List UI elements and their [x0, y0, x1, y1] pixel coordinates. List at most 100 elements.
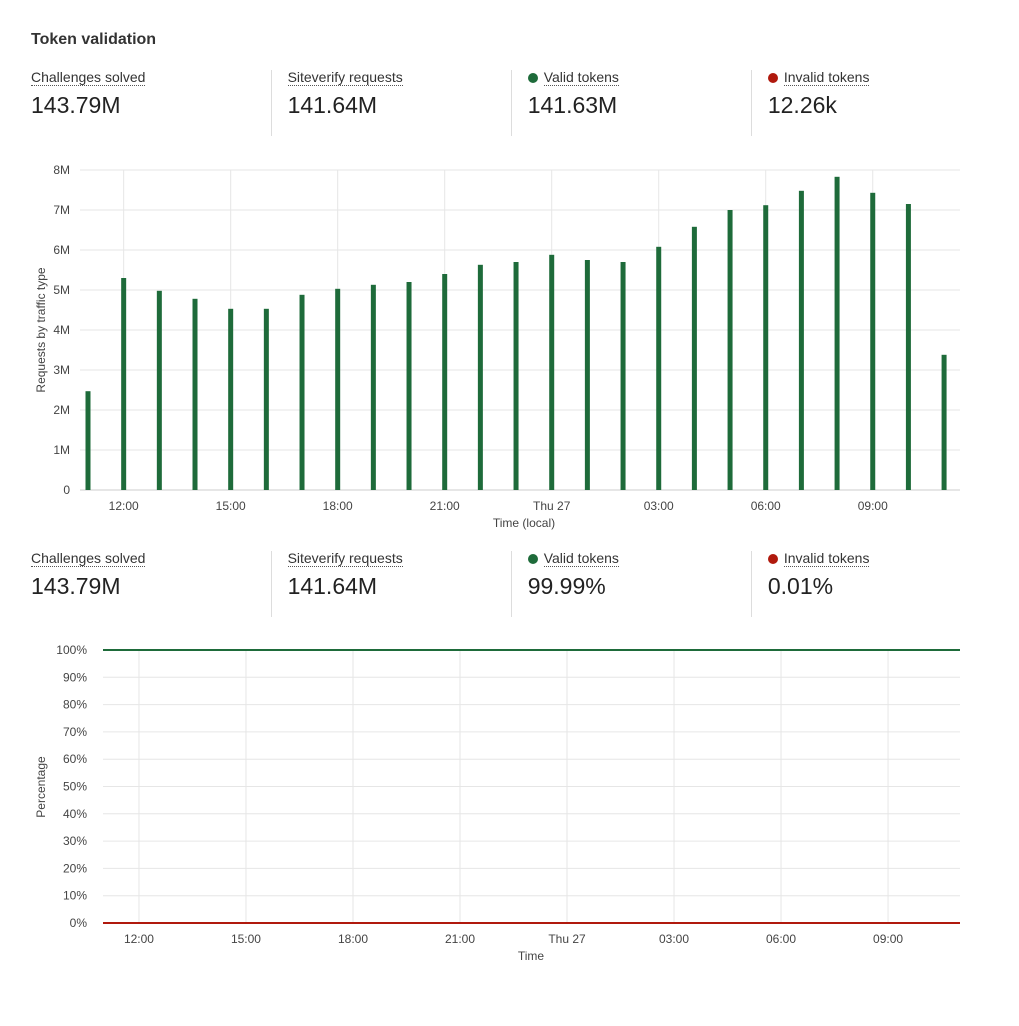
y-tick-label: 5M: [53, 283, 70, 297]
bar: [549, 254, 555, 490]
stat-label[interactable]: Invalid tokens: [767, 550, 991, 567]
x-tick-label: 18:00: [323, 499, 353, 513]
stat-label[interactable]: Valid tokens: [527, 69, 751, 86]
x-axis-label: Time: [518, 949, 545, 963]
x-tick-label: 21:00: [430, 499, 460, 513]
stat-label-text: Challenges solved: [31, 550, 146, 567]
x-tick-label: 09:00: [858, 499, 888, 513]
bar: [834, 176, 840, 491]
y-tick-label: 0: [63, 483, 70, 497]
stat-valid-tokens: Valid tokens 141.63M: [510, 69, 751, 136]
y-tick-label: 7M: [53, 203, 70, 217]
bar: [941, 354, 947, 490]
stat-value: 12.26k: [767, 92, 837, 118]
bar: [477, 264, 483, 490]
x-tick-label: 06:00: [751, 499, 781, 513]
y-tick-label: 100%: [56, 643, 87, 657]
bar: [442, 274, 448, 490]
bar: [85, 391, 91, 490]
stat-value: 141.64M: [287, 92, 378, 118]
y-tick-label: 1M: [53, 443, 70, 457]
bar: [513, 262, 519, 490]
stat-value: 141.64M: [287, 573, 378, 599]
bar: [299, 294, 305, 490]
bar: [691, 226, 697, 491]
y-axis-label: Percentage: [34, 756, 48, 818]
bar: [798, 190, 804, 491]
bar: [870, 192, 876, 491]
bar: [228, 308, 234, 490]
bar: [656, 246, 662, 490]
panel-title: Token validation: [31, 31, 157, 48]
y-tick-label: 40%: [63, 807, 87, 821]
stat-value: 0.01%: [767, 573, 834, 599]
stat-label[interactable]: Challenges solved: [31, 70, 271, 86]
bar: [727, 210, 733, 490]
x-tick-label: 03:00: [644, 499, 674, 513]
stats-row-bottom: Challenges solved 143.79M Siteverify reque…: [31, 551, 991, 617]
stat-label-text: Invalid tokens: [783, 69, 870, 86]
bar: [156, 290, 162, 490]
stat-value: 143.79M: [31, 92, 121, 118]
stat-label[interactable]: Valid tokens: [527, 550, 751, 567]
y-tick-label: 3M: [53, 363, 70, 377]
y-tick-label: 80%: [63, 698, 87, 712]
stat-label-text: Challenges solved: [31, 69, 146, 86]
bar: [406, 282, 412, 490]
x-tick-label: 12:00: [109, 499, 139, 513]
stat-label-text: Valid tokens: [543, 69, 619, 86]
x-tick-label: 21:00: [445, 932, 475, 946]
y-tick-label: 60%: [63, 752, 87, 766]
y-tick-label: 90%: [63, 670, 87, 684]
x-axis-label: Time (local): [493, 516, 555, 530]
legend-dot-icon: [767, 73, 778, 83]
stat-valid-tokens: Valid tokens 99.99%: [510, 550, 751, 617]
stat-label[interactable]: Challenges solved: [31, 551, 271, 567]
stat-label-text: Valid tokens: [543, 550, 619, 567]
bar: [763, 205, 769, 490]
bar: [370, 284, 376, 490]
stat-label[interactable]: Siteverify requests: [287, 550, 511, 567]
stat-label-text: Siteverify requests: [287, 550, 403, 567]
y-tick-label: 30%: [63, 834, 87, 848]
y-tick-label: 0%: [70, 916, 88, 930]
y-tick-label: 6M: [53, 243, 70, 257]
y-tick-label: 4M: [53, 323, 70, 337]
y-tick-label: 70%: [63, 725, 87, 739]
bar: [192, 298, 198, 490]
x-tick-label: 12:00: [124, 932, 154, 946]
y-axis-label: Requests by traffic type: [34, 267, 48, 393]
bar: [121, 278, 127, 490]
stat-challenges-solved: Challenges solved 143.79M: [31, 70, 271, 136]
x-tick-label: 03:00: [659, 932, 689, 946]
stat-value: 99.99%: [527, 573, 606, 599]
bar: [620, 262, 626, 490]
stat-invalid-tokens: Invalid tokens 0.01%: [750, 550, 991, 617]
y-tick-label: 20%: [63, 861, 87, 875]
stats-row-top: Challenges solved 143.79M Siteverify reque…: [31, 70, 991, 136]
bar: [905, 204, 911, 490]
x-tick-label: 15:00: [231, 932, 261, 946]
stat-label-text: Invalid tokens: [783, 550, 870, 567]
x-tick-label: Thu 27: [533, 499, 571, 513]
stat-label[interactable]: Invalid tokens: [767, 69, 991, 86]
legend-dot-icon: [527, 73, 538, 83]
x-tick-label: Thu 27: [548, 932, 586, 946]
bar-chart: 0 1M 2M 3M 4M 5M 6M 7M 8M 12:00 15:00 18:00 21:00 Thu…: [34, 163, 960, 530]
bar: [263, 308, 269, 490]
stat-challenges-solved: Challenges solved 143.79M: [31, 551, 271, 617]
legend-dot-icon: [767, 554, 778, 564]
stat-label[interactable]: Siteverify requests: [287, 69, 511, 86]
stat-value: 143.79M: [31, 573, 121, 599]
stat-invalid-tokens: Invalid tokens 12.26k: [750, 69, 991, 136]
x-tick-label: 18:00: [338, 932, 368, 946]
x-tick-label: 09:00: [873, 932, 903, 946]
stat-siteverify-requests: Siteverify requests 141.64M: [270, 550, 511, 617]
stat-siteverify-requests: Siteverify requests 141.64M: [270, 69, 511, 136]
y-tick-label: 10%: [63, 889, 87, 903]
stat-label-text: Siteverify requests: [287, 69, 403, 86]
x-tick-label: 06:00: [766, 932, 796, 946]
bar: [335, 288, 341, 490]
x-tick-label: 15:00: [216, 499, 246, 513]
